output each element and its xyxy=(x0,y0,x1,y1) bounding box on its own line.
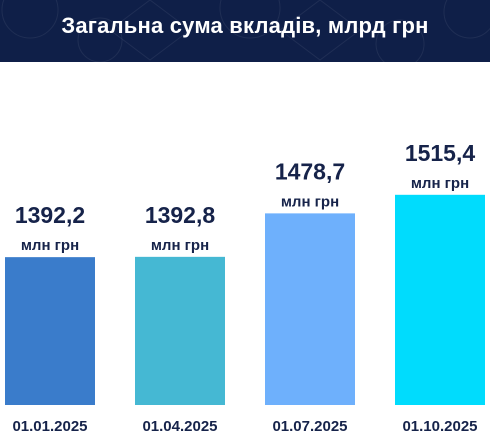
header-decorative-pattern xyxy=(1,0,490,62)
x-tick-label-3: 01.07.2025 xyxy=(272,418,347,435)
bar-4 xyxy=(395,194,485,405)
chart-title: Загальна сума вкладів, млрд грн xyxy=(61,13,429,38)
bar-value-label-2: 1392,8 xyxy=(145,202,216,228)
bar-unit-label-2: млн грн xyxy=(151,237,209,254)
bar-unit-label-1: млн грн xyxy=(21,237,79,254)
bar-value-label-3: 1478,7 xyxy=(275,158,345,184)
bar-value-label-1: 1392,2 xyxy=(15,202,85,228)
bar-unit-label-4: млн грн xyxy=(411,175,469,192)
bar-unit-label-3: млн грн xyxy=(281,193,339,210)
bar-3 xyxy=(265,213,355,405)
x-tick-label-1: 01.01.2025 xyxy=(12,418,87,435)
x-tick-label-4: 01.10.2025 xyxy=(402,418,477,435)
x-tick-label-2: 01.04.2025 xyxy=(142,418,217,435)
bar-chart: млн грн 1392,2 01.01.2025 млн грн 1392,8 01.0… xyxy=(5,140,485,435)
chart-header: Загальна сума вкладів, млрд грн xyxy=(0,0,490,62)
bar-2 xyxy=(135,256,225,405)
bar-1 xyxy=(5,257,95,405)
bar-value-label-4: 1515,4 xyxy=(405,140,476,166)
